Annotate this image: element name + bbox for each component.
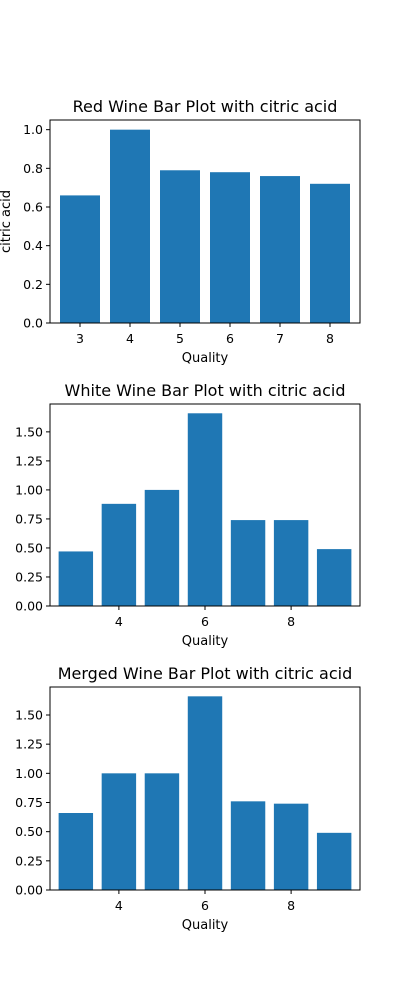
x-tick-label: 4 [126, 331, 134, 346]
bar-quality-5 [160, 170, 200, 323]
bar-quality-3 [60, 195, 100, 323]
axes-frame [49, 119, 361, 324]
x-tick-label: 5 [176, 331, 184, 346]
bar-quality-3 [58, 813, 94, 890]
x-tick-label: 8 [287, 898, 295, 913]
x-tick-label: 8 [326, 331, 334, 346]
bar-quality-6 [210, 172, 250, 323]
chart-title: Merged Wine Bar Plot with citric acid [58, 664, 353, 683]
bar-quality-6 [187, 696, 223, 890]
bar-quality-7 [230, 801, 266, 890]
chart-title: White Wine Bar Plot with citric acid [65, 381, 346, 400]
bar-quality-8 [273, 520, 309, 606]
chart-title: Red Wine Bar Plot with citric acid [73, 97, 338, 116]
x-tick-label: 4 [115, 614, 123, 629]
subplot-2: 4 6 8 0.00 0.25 0.50 0.75 1.00 1.25 1.50 White Win… [15, 381, 361, 649]
bar-quality-8 [310, 183, 350, 323]
x-tick-label: 3 [76, 331, 84, 346]
y-tick-label: 1.0 [23, 122, 43, 137]
bar-quality-7 [230, 520, 266, 606]
bar-quality-3 [58, 551, 94, 606]
y-tick-label: 0.50 [15, 540, 43, 555]
subplot-1: 3 4 5 6 7 8 0.0 0.2 0.4 0.6 0.8 1.0 Red Wine Bar Plo… [0, 97, 361, 366]
x-tick-label: 6 [201, 898, 209, 913]
y-tick-label: 0.8 [23, 161, 43, 176]
bar-quality-6 [187, 413, 223, 606]
y-tick-label: 1.25 [15, 453, 43, 468]
x-tick-label: 7 [276, 331, 284, 346]
y-tick-label: 0.0 [23, 316, 43, 331]
x-tick-label: 4 [115, 898, 123, 913]
x-tick-label: 6 [226, 331, 234, 346]
y-tick-label: 0.50 [15, 824, 43, 839]
y-tick-label: 1.00 [15, 482, 43, 497]
bar-quality-8 [273, 803, 309, 890]
x-tick-label: 8 [287, 614, 295, 629]
y-tick-label: 1.25 [15, 737, 43, 752]
bar-quality-9 [316, 832, 352, 890]
y-tick-label: 1.50 [15, 424, 43, 439]
x-axis-label: Quality [182, 918, 229, 933]
x-tick-label: 6 [201, 614, 209, 629]
bar-quality-5 [144, 489, 180, 606]
y-tick-label: 0.00 [15, 883, 43, 898]
y-tick-label: 1.00 [15, 766, 43, 781]
bar-quality-4 [101, 773, 137, 890]
y-tick-label: 0.00 [15, 599, 43, 614]
y-tick-label: 0.4 [23, 238, 43, 253]
y-axis-label: citric acid [0, 190, 14, 253]
y-tick-label: 1.50 [15, 708, 43, 723]
bar-quality-4 [101, 503, 137, 606]
x-axis-label: Quality [182, 634, 229, 649]
subplot-3: 4 6 8 0.00 0.25 0.50 0.75 1.00 1.25 1.50 Merged Wi… [15, 664, 361, 933]
y-tick-label: 0.6 [23, 200, 43, 215]
y-tick-label: 0.75 [15, 511, 43, 526]
x-axis-label: Quality [182, 351, 229, 366]
y-tick-label: 0.75 [15, 795, 43, 810]
bar-quality-9 [316, 549, 352, 606]
bar-quality-7 [260, 176, 300, 323]
bar-quality-4 [110, 129, 150, 323]
y-tick-label: 0.25 [15, 569, 43, 584]
bar-quality-5 [144, 773, 180, 890]
y-tick-label: 0.2 [23, 277, 43, 292]
y-tick-label: 0.25 [15, 853, 43, 868]
